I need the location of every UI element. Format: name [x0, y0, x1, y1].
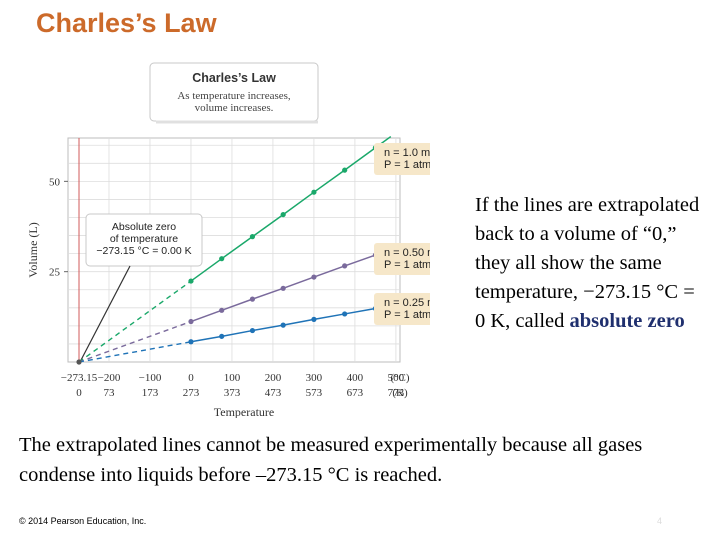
page-number: 4 [656, 516, 662, 526]
series-point [311, 274, 317, 280]
absolute-zero-point [76, 359, 82, 365]
y-axis-label: Volume (L) [26, 222, 40, 277]
series-label-line: P = 1 atm [384, 259, 430, 271]
x-tick-label-kelvin: 373 [224, 387, 241, 399]
series-point [249, 234, 256, 240]
chart-box-subtitle-line: volume increases. [195, 102, 274, 114]
series-point [188, 318, 194, 325]
series-line [190, 248, 392, 323]
series-point [188, 278, 194, 284]
series-point [342, 167, 348, 173]
series-extrapolation [78, 320, 192, 363]
series-point [219, 333, 225, 339]
y-tick-label: 25 [49, 267, 61, 279]
series-point [219, 307, 225, 313]
series-point [219, 256, 225, 262]
series-extrapolation [78, 341, 192, 363]
x-unit-kelvin: (K) [392, 387, 408, 399]
charles-law-figure: Charles’s Law As temperature increases, vo… [20, 56, 430, 418]
x-tick-label-celsius: 300 [306, 372, 323, 384]
x-tick-label-kelvin: 573 [306, 387, 323, 399]
absolute-zero-box [85, 213, 203, 267]
series-point [249, 296, 256, 302]
chart-box-title: Charles’s Law [192, 71, 276, 85]
x-tick-label-celsius: 200 [265, 372, 282, 384]
x-tick-label-kelvin: 73 [103, 387, 115, 399]
series-line [190, 135, 392, 282]
x-tick-label-kelvin: 273 [183, 387, 200, 399]
side-explanation: If the lines are extrapolated back to a … [475, 191, 707, 336]
series-label-line: n = 1.0 mol [384, 147, 430, 159]
x-tick-label-celsius: 100 [224, 372, 241, 384]
series-point [249, 327, 256, 334]
chart-box-subtitle-line: As temperature increases, [177, 90, 291, 102]
series-label-line: n = 0.25 mol [384, 297, 430, 309]
x-tick-label-kelvin: 0 [76, 387, 82, 399]
absolute-zero-label-line: Absolute zero [112, 221, 176, 233]
copyright-credit: © 2014 Pearson Education, Inc. [19, 516, 147, 526]
series-point [342, 311, 348, 317]
slide-title: Charles’s Law [36, 8, 217, 38]
series-label-line: n = 0.50 mol [384, 247, 430, 259]
x-tick-label-celsius: 500 [388, 372, 405, 384]
x-tick-label-celsius: 400 [347, 372, 364, 384]
x-tick-label-kelvin: 173 [142, 387, 159, 399]
x-axis-label: Temperature [214, 405, 274, 418]
x-tick-label-kelvin: 673 [347, 387, 364, 399]
series-line [190, 305, 391, 343]
x-tick-label-kelvin: 473 [265, 387, 282, 399]
side-explanation-text: If the lines are extrapolated back to a … [475, 194, 700, 332]
series-point [280, 322, 286, 328]
absolute-zero-label-line: −273.15 °C = 0.00 K [96, 245, 191, 257]
series-point [311, 189, 317, 195]
series-label-box [374, 293, 430, 325]
series-point [342, 263, 348, 269]
absolute-zero-term: absolute zero [569, 310, 685, 332]
bottom-explanation: The extrapolated lines cannot be measure… [19, 434, 643, 486]
y-tick-label: 50 [49, 176, 61, 188]
series-label-box [374, 243, 430, 275]
x-tick-label-celsius: −273.15 [61, 372, 98, 384]
x-tick-label-celsius: −200 [98, 372, 121, 384]
charles-law-chart: Charles’s Law As temperature increases,vo… [26, 62, 430, 418]
series-point [311, 316, 317, 322]
series-label-line: P = 1 atm [384, 159, 430, 171]
absolute-zero-pointer [79, 265, 131, 363]
x-unit-celsius: (°C) [390, 372, 409, 384]
series-point [280, 285, 286, 291]
series-point [280, 211, 286, 218]
series-label-box [374, 143, 430, 175]
series-label-line: P = 1 atm [384, 309, 430, 321]
x-tick-label-celsius: −100 [139, 372, 162, 384]
x-tick-label-celsius: 0 [188, 372, 194, 384]
x-tick-label-kelvin: 773 [388, 387, 405, 399]
series-point [188, 339, 194, 345]
absolute-zero-label-line: of temperature [110, 233, 178, 245]
